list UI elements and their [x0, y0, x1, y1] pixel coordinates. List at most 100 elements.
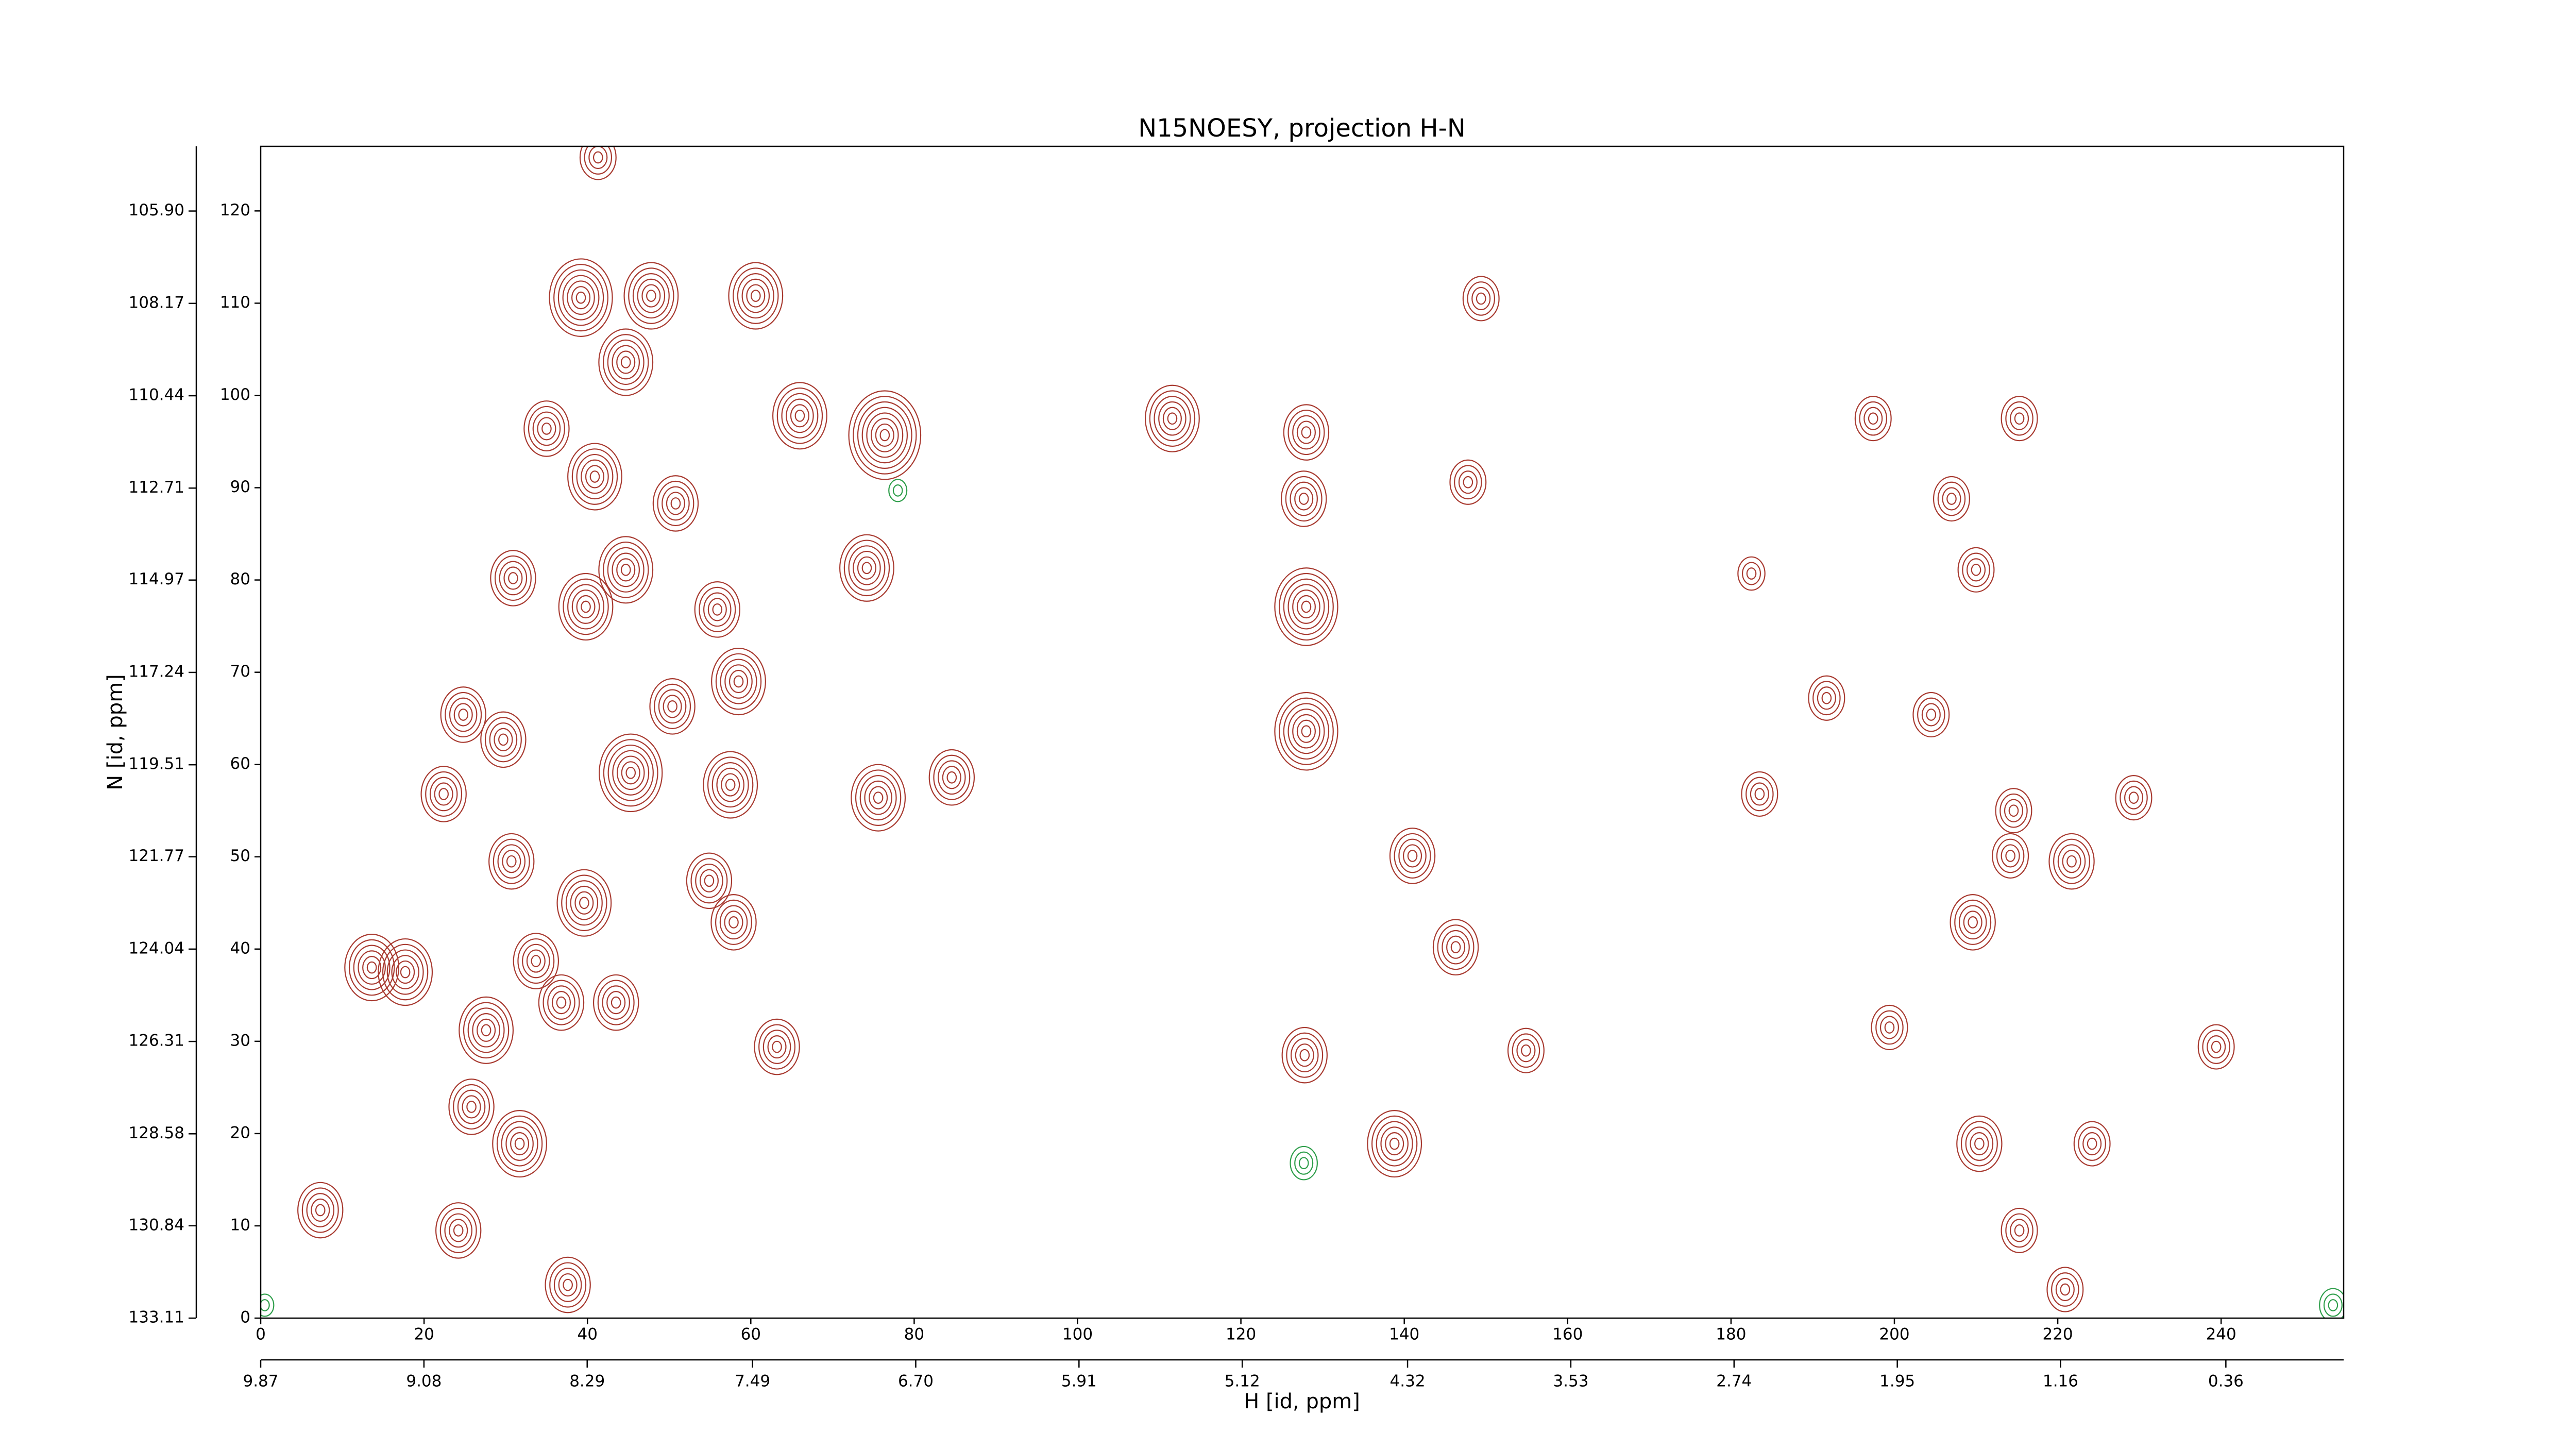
peak: [549, 258, 613, 337]
x-tick-label: 100: [1062, 1325, 1093, 1344]
contour-ring: [794, 409, 805, 422]
contour-ring: [315, 1204, 326, 1217]
peak: [711, 647, 766, 716]
contour-ring: [1962, 552, 1990, 587]
contour-ring: [861, 407, 908, 464]
contour-ring: [938, 760, 966, 795]
peak: [1507, 1027, 1545, 1073]
contour-ring: [1507, 1027, 1545, 1073]
contour-ring: [607, 547, 645, 593]
contour-ring: [584, 146, 613, 175]
contour-ring: [857, 401, 912, 469]
contour-ring: [1871, 1004, 1908, 1051]
contour-ring: [506, 855, 517, 868]
contour-ring: [942, 766, 961, 789]
contour-ring: [467, 1007, 505, 1053]
contour-ring: [558, 1273, 578, 1297]
contour-ring: [663, 695, 682, 718]
peak: [1432, 919, 1479, 976]
contour-ring: [2128, 791, 2139, 804]
contour-ring: [695, 863, 723, 898]
contour-ring: [505, 1126, 534, 1161]
y2-tick-label: 114.97: [129, 570, 184, 588]
contour-ring: [616, 558, 636, 582]
contour-ring: [855, 769, 902, 826]
x-tick-label: 20: [414, 1325, 434, 1344]
contour-ring: [1817, 686, 1836, 710]
peak: [2319, 1288, 2344, 1318]
contour-ring: [563, 578, 609, 635]
contour-ring: [866, 412, 904, 458]
contour-ring: [570, 885, 599, 920]
contour-ring: [1933, 476, 1970, 522]
contour-ring: [721, 773, 740, 797]
peak: [1808, 675, 1845, 721]
contour-ring: [699, 586, 736, 632]
contour-ring: [458, 709, 469, 721]
contour-ring: [1432, 919, 1479, 976]
contour-ring: [1965, 1126, 1994, 1161]
contour-ring: [1389, 1137, 1400, 1150]
contour-ring: [391, 955, 419, 989]
contour-ring: [301, 1187, 339, 1233]
contour-ring: [344, 934, 400, 1002]
contour-ring: [1292, 589, 1320, 624]
contour-ring: [1921, 703, 1941, 727]
contour-ring: [378, 938, 433, 1006]
contour-ring: [1301, 725, 1312, 738]
y-tick-label: 40: [230, 939, 250, 957]
peak: [1274, 692, 1338, 771]
peak: [710, 894, 757, 951]
contour-ring: [1956, 1115, 2003, 1172]
contour-ring: [496, 1115, 543, 1172]
contour-ring: [2010, 407, 2029, 430]
contour-ring: [457, 1089, 486, 1124]
peak: [1950, 894, 1996, 951]
contour-ring: [704, 874, 715, 887]
contour-ring: [1279, 697, 1334, 765]
contour-ring: [466, 1101, 477, 1113]
peak: [490, 550, 536, 606]
contour-ring: [2078, 1126, 2106, 1161]
contour-ring: [571, 589, 600, 624]
contour-ring: [670, 497, 681, 510]
contour-ring: [728, 669, 749, 694]
contour-ring: [2008, 804, 2019, 817]
y2-tick-label: 124.04: [129, 939, 184, 957]
contour-ring: [2004, 799, 2024, 822]
contour-ring: [2197, 1024, 2235, 1070]
contour-ring: [1999, 793, 2028, 828]
y-axis-label: N [id, ppm]: [104, 674, 127, 790]
contour-ring: [839, 534, 894, 602]
contour-ring: [1154, 396, 1191, 442]
contour-ring: [612, 750, 650, 796]
x-tick-label: 180: [1716, 1325, 1746, 1344]
contour-ring: [607, 744, 654, 801]
x2-tick-label: 2.74: [1716, 1372, 1752, 1391]
peak: [888, 479, 908, 502]
contour-ring: [711, 762, 749, 808]
contour-ring: [2211, 1040, 2222, 1053]
contour-ring: [592, 974, 639, 1031]
contour-ring: [1754, 788, 1765, 800]
contour-ring: [1287, 409, 1325, 456]
contour-ring: [699, 869, 719, 892]
contour-ring: [1371, 1115, 1418, 1172]
contour-ring: [557, 269, 604, 326]
x2-tick-label: 7.49: [735, 1372, 770, 1391]
contour-ring: [1741, 771, 1778, 817]
peak: [851, 764, 906, 832]
contour-ring: [776, 387, 823, 444]
peak: [694, 581, 740, 638]
contour-ring: [1884, 1021, 1895, 1034]
contour-ring: [581, 459, 609, 494]
contour-ring: [690, 858, 728, 904]
contour-ring: [2001, 844, 2020, 868]
contour-ring: [1279, 572, 1334, 641]
contour-ring: [853, 396, 917, 475]
contour-ring: [1437, 924, 1475, 970]
contour-ring: [547, 985, 575, 1020]
contour-ring: [754, 1018, 800, 1075]
peak: [703, 751, 758, 819]
